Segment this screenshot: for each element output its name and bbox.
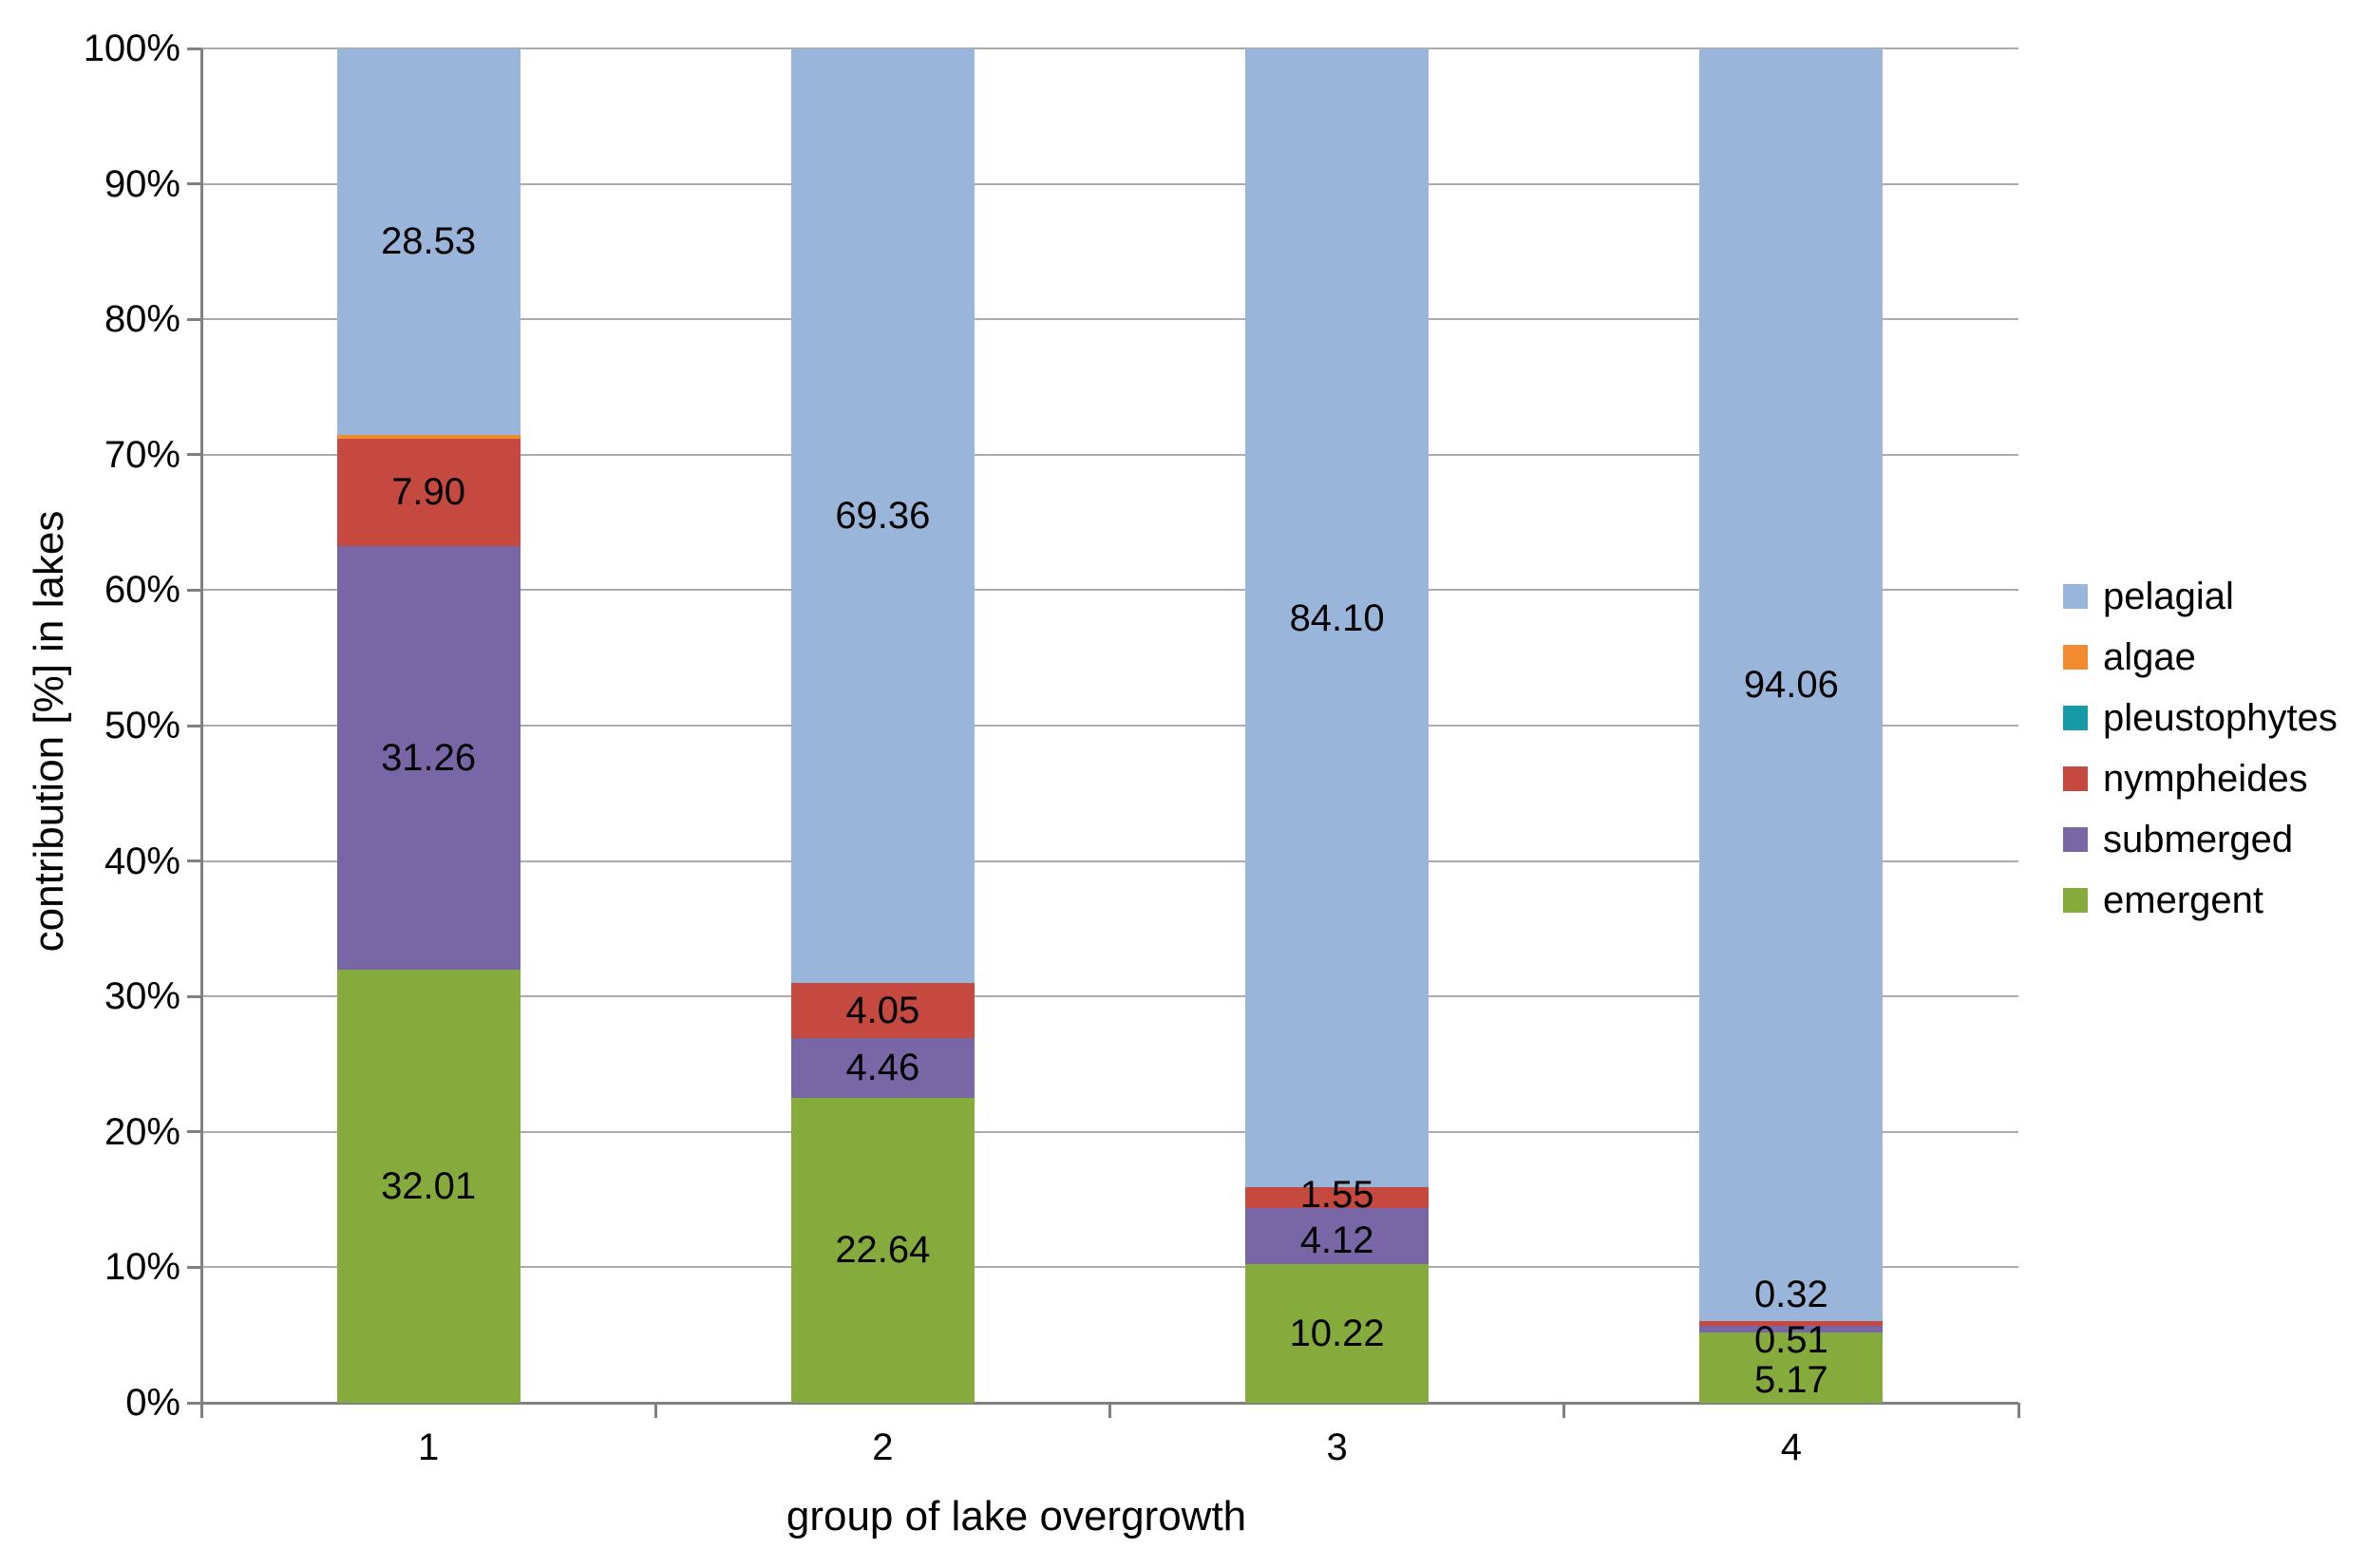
y-tick-label: 20% xyxy=(104,1110,180,1153)
bar-segment-submerged-group-2 xyxy=(790,1037,975,1098)
data-label-nympheides-group-1: 7.90 xyxy=(391,471,466,514)
gridline-80pct xyxy=(201,318,2018,321)
bar-segment-emergent-group-1 xyxy=(336,969,521,1403)
bar-segment-nympheides-group-4 xyxy=(1699,1321,1884,1327)
y-tick-label: 50% xyxy=(104,705,180,746)
y-axis-tick xyxy=(187,47,201,50)
legend-swatch-submerged xyxy=(2063,827,2088,852)
gridline-40pct xyxy=(201,860,2018,862)
gridline-70pct xyxy=(201,453,2018,456)
y-axis-tick xyxy=(187,1130,201,1134)
data-label-pelagial-group-2: 69.36 xyxy=(835,495,931,538)
data-label-emergent-group-2: 22.64 xyxy=(835,1229,931,1272)
x-tick-label-group-1: 1 xyxy=(418,1426,440,1468)
legend-item-pleustophytes: pleustophytes xyxy=(2063,688,2338,748)
x-tick-label-group-2: 2 xyxy=(872,1426,894,1468)
legend-item-submerged: submerged xyxy=(2063,809,2338,870)
gridline-50pct xyxy=(201,725,2018,727)
y-axis-tick xyxy=(187,860,201,863)
bar-segment-pelagial-group-4 xyxy=(1699,48,1884,1322)
legend-label-nympheides: nympheides xyxy=(2103,758,2308,800)
x-axis-tick xyxy=(1562,1403,1566,1418)
data-label-submerged-group-2: 4.46 xyxy=(845,1047,920,1089)
x-axis-tick xyxy=(1108,1403,1111,1418)
legend-label-pelagial: pelagial xyxy=(2103,576,2234,617)
gridline-100pct xyxy=(201,47,2018,49)
x-axis-title: group of lake overgrowth xyxy=(786,1493,1247,1540)
bar-segment-nympheides-group-1 xyxy=(336,439,521,546)
bar-segment-nympheides-group-3 xyxy=(1245,1187,1430,1209)
legend-item-pelagial: pelagial xyxy=(2063,566,2338,627)
gridline-20pct xyxy=(201,1130,2018,1133)
legend-label-submerged: submerged xyxy=(2103,819,2294,860)
data-label-nympheides-group-2: 4.05 xyxy=(845,989,920,1031)
y-axis-tick xyxy=(187,994,201,998)
x-axis-line xyxy=(201,1401,2018,1405)
legend-item-emergent: emergent xyxy=(2063,870,2338,931)
data-label-nympheides-group-3: 1.55 xyxy=(1299,1173,1374,1216)
legend-label-algae: algae xyxy=(2103,636,2196,678)
data-label-submerged-group-3: 4.12 xyxy=(1299,1219,1374,1261)
legend-swatch-pleustophytes xyxy=(2063,706,2088,730)
y-axis-tick xyxy=(187,317,201,321)
bar-segment-emergent-group-3 xyxy=(1245,1264,1430,1403)
bar-segment-pelagial-group-3 xyxy=(1245,48,1430,1188)
x-axis-tick xyxy=(653,1403,657,1418)
bar-segment-nympheides-group-2 xyxy=(790,983,975,1038)
data-label-submerged-group-1: 31.26 xyxy=(381,736,477,779)
data-label-pelagial-group-4: 94.06 xyxy=(1743,664,1839,707)
y-axis-tick xyxy=(187,724,201,727)
gridline-90pct xyxy=(201,182,2018,185)
x-axis-tick xyxy=(2017,1403,2020,1418)
data-label-pelagial-group-1: 28.53 xyxy=(381,220,477,263)
gridline-10pct xyxy=(201,1266,2018,1269)
y-axis-tick xyxy=(187,588,201,592)
bar-segment-submerged-group-4 xyxy=(1699,1326,1884,1333)
y-axis-tick xyxy=(187,182,201,186)
gridline-30pct xyxy=(201,995,2018,998)
data-label-emergent-group-3: 10.22 xyxy=(1289,1313,1385,1355)
legend-item-nympheides: nympheides xyxy=(2063,748,2338,809)
data-label-emergent-group-4: 5.17 xyxy=(1753,1359,1828,1401)
gridline-60pct xyxy=(201,589,2018,592)
y-tick-label: 10% xyxy=(104,1246,180,1289)
y-tick-label: 0% xyxy=(125,1382,180,1424)
x-tick-label-group-3: 3 xyxy=(1326,1426,1348,1468)
legend-label-pleustophytes: pleustophytes xyxy=(2103,697,2338,739)
data-label-submerged-group-4: 0.51 xyxy=(1753,1319,1828,1362)
y-tick-label: 90% xyxy=(104,162,180,205)
y-axis-tick xyxy=(187,1265,201,1269)
data-label-nympheides-group-4: 0.32 xyxy=(1753,1274,1828,1316)
legend-swatch-algae xyxy=(2063,645,2088,670)
y-tick-label: 70% xyxy=(104,433,180,476)
y-tick-label: 40% xyxy=(104,840,180,882)
data-label-pelagial-group-3: 84.10 xyxy=(1289,596,1385,639)
y-axis-tick xyxy=(187,453,201,457)
legend-label-emergent: emergent xyxy=(2103,879,2263,921)
legend-item-algae: algae xyxy=(2063,627,2338,688)
bar-segment-submerged-group-1 xyxy=(336,545,521,970)
legend: pelagial algae pleustophytes nympheides subm… xyxy=(2063,566,2338,931)
y-axis-tick xyxy=(187,1401,201,1405)
x-tick-label-group-4: 4 xyxy=(1780,1426,1802,1468)
bar-segment-pelagial-group-1 xyxy=(336,48,521,435)
legend-swatch-pelagial xyxy=(2063,584,2088,609)
bar-segment-emergent-group-4 xyxy=(1699,1332,1884,1403)
bar-segment-submerged-group-3 xyxy=(1245,1208,1430,1265)
legend-swatch-emergent xyxy=(2063,888,2088,913)
y-axis-line xyxy=(199,48,203,1418)
y-tick-label: 100% xyxy=(83,28,180,69)
bar-segment-pelagial-group-2 xyxy=(790,48,975,984)
y-tick-label: 80% xyxy=(104,298,180,341)
data-label-emergent-group-1: 32.01 xyxy=(381,1164,477,1207)
bar-segment-emergent-group-2 xyxy=(790,1097,975,1403)
legend-swatch-nympheides xyxy=(2063,766,2088,791)
y-tick-label: 60% xyxy=(104,569,180,612)
bar-segment-algae-group-1 xyxy=(336,434,521,440)
y-tick-label: 30% xyxy=(104,975,180,1018)
